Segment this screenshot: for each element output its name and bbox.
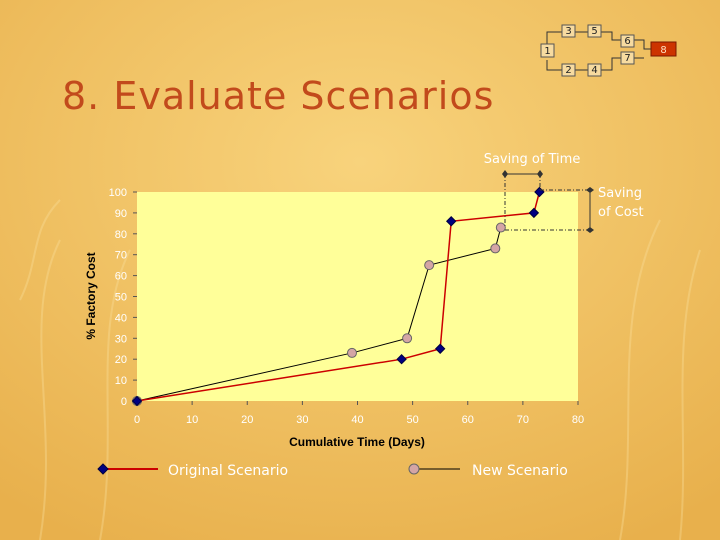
data-point-original xyxy=(131,395,143,407)
flow-step-8-highlighted: 8 xyxy=(650,41,677,57)
y-tick-label: 70 xyxy=(115,250,127,262)
saving-of-cost-label-line1: Saving xyxy=(598,186,642,201)
flow-step-3: 3 xyxy=(561,24,576,38)
svg-text:2: 2 xyxy=(565,65,571,76)
flow-step-4: 4 xyxy=(587,63,602,77)
x-tick-label: 60 xyxy=(462,414,474,426)
y-axis-label: % Factory Cost xyxy=(84,252,98,339)
flow-step-1: 1 xyxy=(540,43,555,58)
y-tick-label: 90 xyxy=(115,208,127,220)
series-original xyxy=(131,186,545,407)
data-point-original xyxy=(446,216,457,227)
data-point-original xyxy=(528,207,540,219)
legend-item-original: Original Scenario xyxy=(97,463,288,479)
y-tick-label: 50 xyxy=(115,292,127,304)
x-axis-ticks: 0 10 20 30 40 50 60 70 80 xyxy=(134,401,584,426)
data-point-new xyxy=(490,243,501,254)
data-point-new xyxy=(402,333,413,344)
y-axis-ticks: 0 10 20 30 40 50 60 70 80 90 100 xyxy=(109,187,137,408)
svg-text:5: 5 xyxy=(591,26,597,37)
process-flow-diagram: 1 2 3 4 5 6 7 8 xyxy=(540,24,677,77)
y-tick-label: 40 xyxy=(115,312,127,324)
legend-item-new: New Scenario xyxy=(408,463,568,479)
flow-step-7: 7 xyxy=(620,51,635,65)
x-axis-label: Cumulative Time (Days) xyxy=(289,435,425,449)
y-tick-label: 100 xyxy=(109,187,127,199)
saving-of-time-label: Saving of Time xyxy=(484,152,581,167)
svg-text:3: 3 xyxy=(565,26,571,37)
legend-label-original: Original Scenario xyxy=(168,463,288,479)
x-tick-label: 80 xyxy=(572,414,584,426)
svg-text:7: 7 xyxy=(624,53,630,64)
plot-area xyxy=(137,192,578,401)
svg-text:6: 6 xyxy=(624,36,630,47)
data-point-new xyxy=(495,222,506,233)
x-tick-label: 70 xyxy=(517,414,529,426)
y-tick-label: 60 xyxy=(115,271,127,283)
svg-text:4: 4 xyxy=(591,65,597,76)
y-tick-label: 30 xyxy=(115,333,127,345)
y-tick-label: 80 xyxy=(115,229,127,241)
x-tick-label: 0 xyxy=(134,414,140,426)
x-tick-label: 40 xyxy=(351,414,363,426)
x-tick-label: 50 xyxy=(407,414,419,426)
saving-of-cost-annotation: Saving of Cost xyxy=(505,186,644,233)
legend: Original Scenario New Scenario xyxy=(97,463,568,479)
data-point-new xyxy=(424,260,435,271)
flow-step-5: 5 xyxy=(587,24,602,38)
data-point-new xyxy=(346,347,357,358)
flow-step-2: 2 xyxy=(561,63,576,77)
x-tick-label: 20 xyxy=(241,414,253,426)
slide-title: 8. Evaluate Scenarios xyxy=(62,74,495,118)
saving-of-time-annotation: Saving of Time xyxy=(484,152,581,228)
svg-text:1: 1 xyxy=(544,46,550,57)
legend-marker-circle xyxy=(408,463,420,475)
y-tick-label: 20 xyxy=(115,354,127,366)
flow-step-6: 6 xyxy=(620,34,635,48)
x-tick-label: 30 xyxy=(296,414,308,426)
data-point-original xyxy=(396,353,407,365)
svg-text:8: 8 xyxy=(660,45,666,56)
legend-label-new: New Scenario xyxy=(472,463,568,479)
y-tick-label: 10 xyxy=(115,375,127,387)
x-tick-label: 10 xyxy=(186,414,198,426)
y-tick-label: 0 xyxy=(121,396,127,408)
legend-marker-diamond xyxy=(97,463,109,475)
saving-of-cost-label-line2: of Cost xyxy=(598,205,644,220)
series-layer xyxy=(131,186,545,407)
data-point-original xyxy=(434,343,446,354)
